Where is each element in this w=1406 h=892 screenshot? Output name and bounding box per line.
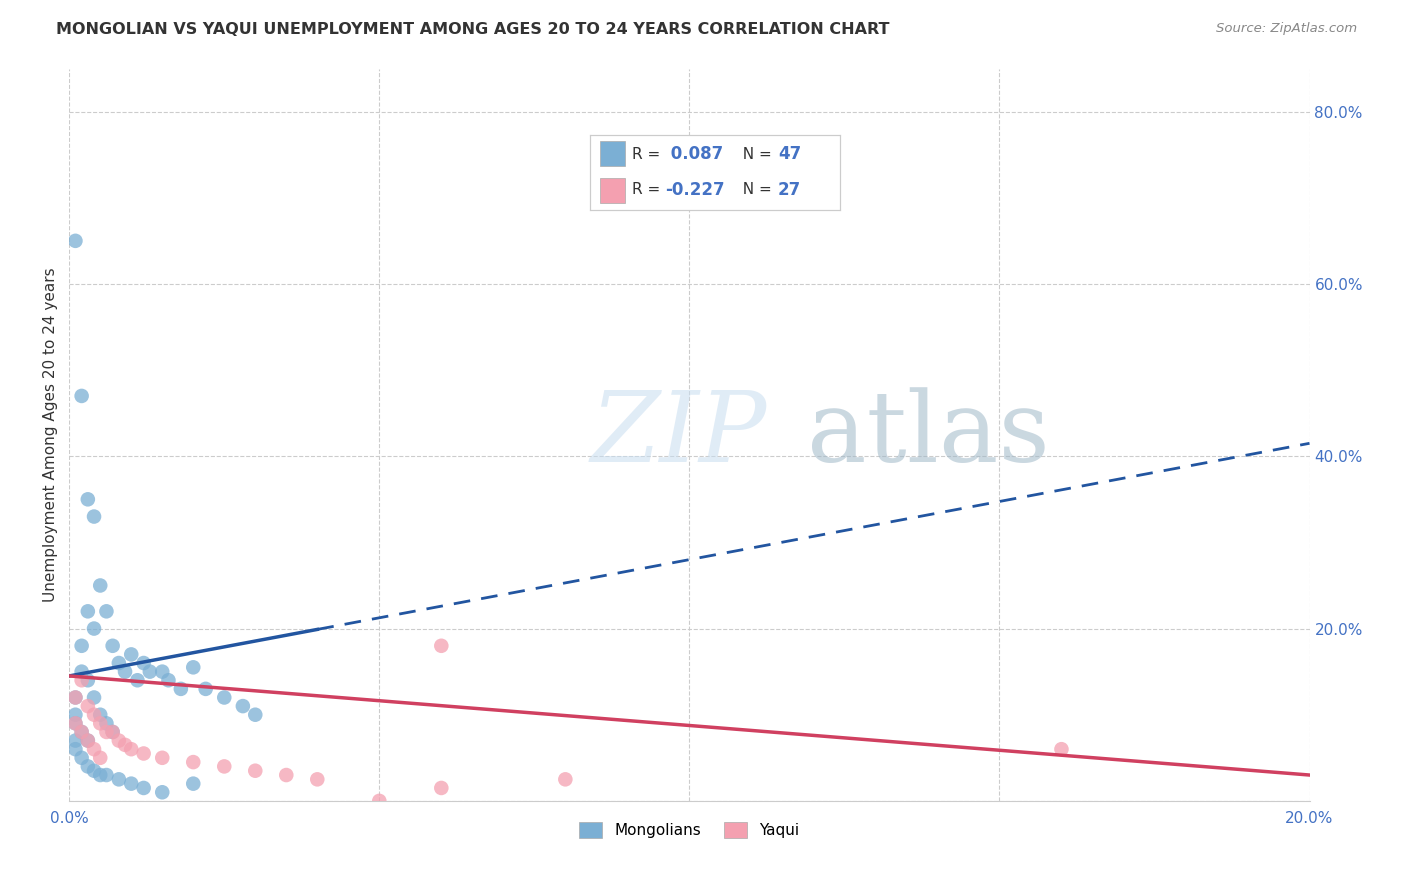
Point <box>150 785 173 799</box>
Text: ZIP: ZIP <box>591 387 766 483</box>
Point <box>83 690 105 705</box>
Point <box>83 622 105 636</box>
Point <box>214 759 236 773</box>
Text: R =: R = <box>633 182 665 197</box>
Point <box>108 656 131 670</box>
Point <box>108 733 131 747</box>
Point <box>96 604 118 618</box>
Point <box>65 742 87 756</box>
Point <box>89 707 111 722</box>
Point <box>65 690 87 705</box>
Point <box>150 665 173 679</box>
Text: MONGOLIAN VS YAQUI UNEMPLOYMENT AMONG AGES 20 TO 24 YEARS CORRELATION CHART: MONGOLIAN VS YAQUI UNEMPLOYMENT AMONG AG… <box>56 22 890 37</box>
Point <box>65 234 87 248</box>
Point <box>120 648 142 662</box>
Text: 27: 27 <box>778 181 801 199</box>
Point <box>307 772 329 787</box>
Point <box>76 673 98 688</box>
Point <box>70 665 93 679</box>
Point <box>1050 742 1073 756</box>
Point <box>65 733 87 747</box>
Point <box>65 690 87 705</box>
Point <box>181 777 204 791</box>
Text: R =: R = <box>633 146 665 161</box>
Point <box>101 725 124 739</box>
Point <box>194 681 217 696</box>
Point <box>170 681 193 696</box>
Point <box>76 492 98 507</box>
Point <box>132 747 155 761</box>
Point <box>150 751 173 765</box>
Text: N =: N = <box>733 182 776 197</box>
Point <box>430 639 453 653</box>
Point <box>89 751 111 765</box>
Point <box>70 751 93 765</box>
Text: -0.227: -0.227 <box>665 181 724 199</box>
Point <box>132 780 155 795</box>
Point <box>70 673 93 688</box>
Point <box>181 755 204 769</box>
Point <box>139 665 162 679</box>
Point <box>127 673 149 688</box>
Point <box>76 733 98 747</box>
Point <box>83 742 105 756</box>
Point <box>83 707 105 722</box>
Point <box>83 764 105 778</box>
Point <box>232 699 254 714</box>
Text: atlas: atlas <box>807 387 1050 483</box>
Point <box>368 794 391 808</box>
Point <box>101 639 124 653</box>
Point <box>276 768 298 782</box>
Point <box>89 578 111 592</box>
Point <box>554 772 576 787</box>
Bar <box>600 141 624 166</box>
Point <box>114 738 136 752</box>
Point <box>70 639 93 653</box>
Point <box>245 707 267 722</box>
Point <box>70 389 93 403</box>
Point <box>181 660 204 674</box>
Point <box>214 690 236 705</box>
Y-axis label: Unemployment Among Ages 20 to 24 years: Unemployment Among Ages 20 to 24 years <box>44 268 58 602</box>
Point <box>70 725 93 739</box>
Text: 0.087: 0.087 <box>665 145 723 163</box>
Point <box>65 716 87 731</box>
Text: N =: N = <box>733 146 776 161</box>
Point <box>89 716 111 731</box>
Point <box>120 777 142 791</box>
Point <box>70 725 93 739</box>
Point <box>76 733 98 747</box>
Point <box>96 716 118 731</box>
Point <box>76 759 98 773</box>
Point <box>132 656 155 670</box>
Point <box>76 604 98 618</box>
Point <box>96 768 118 782</box>
Point <box>157 673 180 688</box>
Point <box>96 725 118 739</box>
Text: 47: 47 <box>778 145 801 163</box>
Point <box>76 699 98 714</box>
Legend: Mongolians, Yaqui: Mongolians, Yaqui <box>574 816 806 845</box>
Point <box>430 780 453 795</box>
Point <box>114 665 136 679</box>
Point <box>89 768 111 782</box>
Point <box>101 725 124 739</box>
Point <box>120 742 142 756</box>
Point <box>108 772 131 787</box>
Point <box>65 707 87 722</box>
Bar <box>600 178 624 202</box>
Point <box>65 716 87 731</box>
Text: Source: ZipAtlas.com: Source: ZipAtlas.com <box>1216 22 1357 36</box>
Point <box>245 764 267 778</box>
Point <box>83 509 105 524</box>
